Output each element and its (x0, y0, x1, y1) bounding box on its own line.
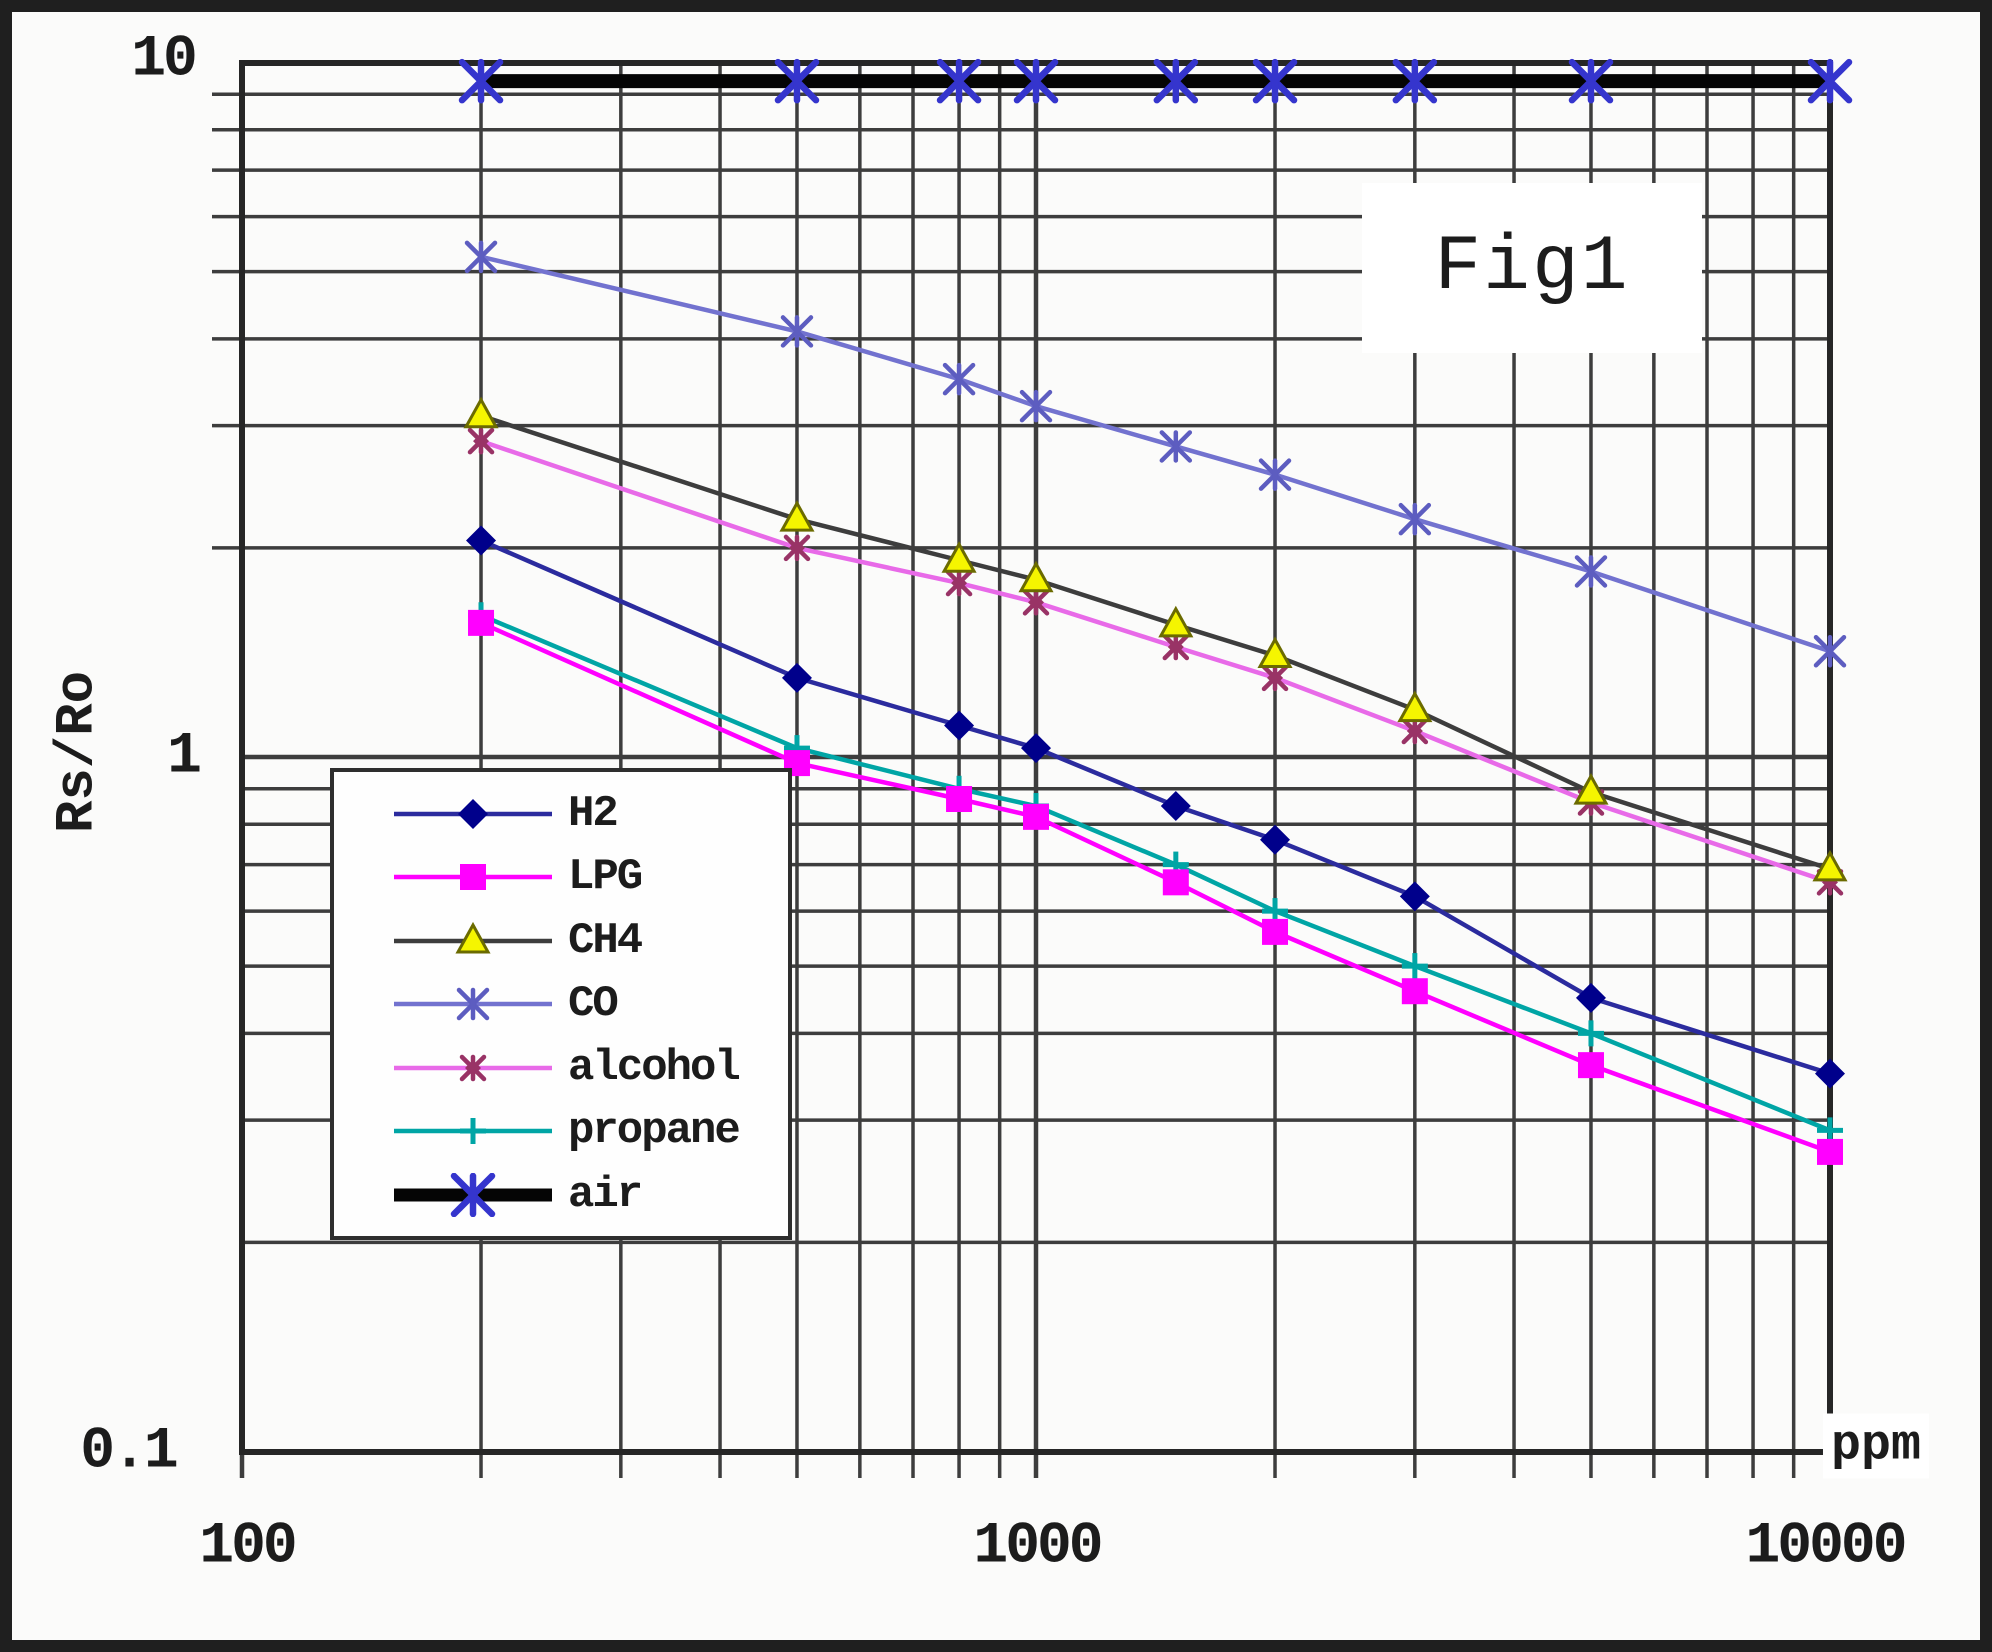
legend-label-co: CO (568, 979, 619, 1029)
co-marker-icon (390, 982, 556, 1026)
air-marker-icon (390, 1172, 556, 1217)
y-tick-1: 1 (167, 724, 202, 790)
legend-item-air: air (334, 1165, 788, 1225)
series-air (458, 58, 1853, 104)
figure-title: Fig1 (1434, 224, 1630, 312)
legend-label-ch4: CH4 (568, 915, 643, 966)
legend-item-propane: propane (334, 1101, 788, 1161)
h2-marker-icon (390, 792, 556, 836)
series-CH4 (463, 396, 1848, 882)
y-axis-label: Rs/Ro (47, 670, 109, 834)
legend-label-air: air (568, 1169, 643, 1220)
propane-marker-icon (390, 1109, 556, 1153)
ch4-marker-icon (390, 919, 556, 963)
series-CO (464, 240, 1847, 668)
legend-item-lpg: LPG (334, 847, 788, 907)
x-tick-100: 100 (199, 1514, 297, 1580)
legend-label-propane: propane (568, 1106, 741, 1156)
lpg-marker-icon (390, 855, 556, 899)
legend-label-h2: H2 (568, 788, 619, 839)
series-LPG (468, 609, 1843, 1165)
legend-item-co: CO (334, 974, 788, 1034)
x-tick-1000: 1000 (973, 1514, 1103, 1580)
alcohol-marker-icon (390, 1046, 556, 1090)
series-H2 (466, 525, 1845, 1089)
legend-item-alcohol: alcohol (334, 1038, 788, 1098)
series-alcohol (467, 427, 1844, 896)
legend-item-ch4: CH4 (334, 911, 788, 971)
x-axis-unit: ppm (1822, 1413, 1930, 1479)
y-tick-0p1: 0.1 (80, 1419, 178, 1485)
legend-label-lpg: LPG (568, 852, 643, 902)
legend-item-h2: H2 (334, 784, 788, 844)
y-tick-10: 10 (131, 27, 198, 93)
legend-label-alcohol: alcohol (568, 1042, 741, 1093)
legend-box: H2 LPG CH4 CO alcohol propane air (330, 768, 792, 1240)
figure-title-box: Fig1 (1362, 183, 1702, 353)
x-tick-10000: 10000 (1745, 1514, 1907, 1580)
